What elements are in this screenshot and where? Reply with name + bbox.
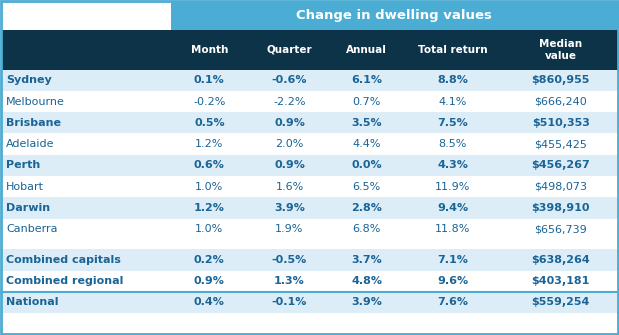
- Text: Hobart: Hobart: [6, 182, 44, 192]
- Text: 9.6%: 9.6%: [437, 276, 469, 286]
- Text: 3.9%: 3.9%: [351, 297, 382, 308]
- Text: 0.1%: 0.1%: [194, 75, 225, 85]
- Text: 1.2%: 1.2%: [194, 203, 225, 213]
- Text: Canberra: Canberra: [6, 224, 58, 234]
- Text: 1.9%: 1.9%: [275, 224, 304, 234]
- Text: Combined capitals: Combined capitals: [6, 255, 121, 265]
- Text: 4.3%: 4.3%: [438, 160, 469, 171]
- Text: 0.9%: 0.9%: [274, 118, 305, 128]
- Text: $638,264: $638,264: [531, 255, 590, 265]
- Text: -0.1%: -0.1%: [272, 297, 307, 308]
- Text: $666,240: $666,240: [534, 96, 587, 107]
- Text: 8.5%: 8.5%: [439, 139, 467, 149]
- Bar: [1, 249, 618, 271]
- Text: Melbourne: Melbourne: [6, 96, 65, 107]
- Text: 4.1%: 4.1%: [439, 96, 467, 107]
- Text: 0.9%: 0.9%: [194, 276, 225, 286]
- Text: Sydney: Sydney: [6, 75, 52, 85]
- Text: 0.4%: 0.4%: [194, 297, 225, 308]
- Text: National: National: [6, 297, 59, 308]
- Text: 11.9%: 11.9%: [435, 182, 470, 192]
- Text: 3.5%: 3.5%: [351, 118, 382, 128]
- Text: $860,955: $860,955: [532, 75, 590, 85]
- Text: 0.7%: 0.7%: [352, 96, 381, 107]
- Text: -0.2%: -0.2%: [193, 96, 225, 107]
- Text: 0.5%: 0.5%: [194, 118, 225, 128]
- Bar: [1, 112, 618, 133]
- Text: 7.5%: 7.5%: [438, 118, 468, 128]
- Bar: [1, 155, 618, 176]
- Text: 7.6%: 7.6%: [438, 297, 469, 308]
- Bar: [1, 197, 618, 218]
- Bar: [1, 240, 618, 249]
- Text: 11.8%: 11.8%: [435, 224, 470, 234]
- Text: $403,181: $403,181: [532, 276, 590, 286]
- Text: 1.6%: 1.6%: [275, 182, 303, 192]
- Text: 0.0%: 0.0%: [351, 160, 382, 171]
- Text: $656,739: $656,739: [534, 224, 587, 234]
- Text: 4.4%: 4.4%: [352, 139, 381, 149]
- Bar: [1, 176, 618, 197]
- Bar: [1, 91, 618, 112]
- Text: Median
value: Median value: [539, 39, 582, 61]
- Text: -2.2%: -2.2%: [273, 96, 306, 107]
- Text: 1.0%: 1.0%: [195, 182, 223, 192]
- Bar: [1, 30, 618, 70]
- Text: 6.8%: 6.8%: [352, 224, 381, 234]
- Text: 2.0%: 2.0%: [275, 139, 304, 149]
- Text: -0.5%: -0.5%: [272, 255, 307, 265]
- Text: 4.8%: 4.8%: [351, 276, 382, 286]
- Text: 7.1%: 7.1%: [438, 255, 469, 265]
- Text: 6.1%: 6.1%: [351, 75, 382, 85]
- Text: 0.9%: 0.9%: [274, 160, 305, 171]
- Text: Adelaide: Adelaide: [6, 139, 54, 149]
- Text: $456,267: $456,267: [531, 160, 590, 171]
- Text: Combined regional: Combined regional: [6, 276, 124, 286]
- Text: $498,073: $498,073: [534, 182, 587, 192]
- Bar: [1, 292, 618, 313]
- Text: 1.3%: 1.3%: [274, 276, 305, 286]
- Text: Brisbane: Brisbane: [6, 118, 61, 128]
- Text: 1.0%: 1.0%: [195, 224, 223, 234]
- Text: $559,254: $559,254: [532, 297, 590, 308]
- Text: 3.9%: 3.9%: [274, 203, 305, 213]
- Text: Darwin: Darwin: [6, 203, 50, 213]
- Text: Month: Month: [191, 45, 228, 55]
- Text: 6.5%: 6.5%: [352, 182, 381, 192]
- Text: 0.6%: 0.6%: [194, 160, 225, 171]
- Bar: [1, 70, 618, 91]
- Text: 9.4%: 9.4%: [437, 203, 469, 213]
- Text: $510,353: $510,353: [532, 118, 590, 128]
- Text: 3.7%: 3.7%: [351, 255, 382, 265]
- Text: $455,425: $455,425: [534, 139, 587, 149]
- Bar: [1, 271, 618, 292]
- Text: -0.6%: -0.6%: [272, 75, 307, 85]
- Text: 0.2%: 0.2%: [194, 255, 225, 265]
- Text: Annual: Annual: [346, 45, 387, 55]
- Text: 8.8%: 8.8%: [438, 75, 469, 85]
- Text: $398,910: $398,910: [532, 203, 590, 213]
- Text: Perth: Perth: [6, 160, 40, 171]
- Text: 2.8%: 2.8%: [351, 203, 382, 213]
- Bar: [171, 1, 618, 30]
- Text: Quarter: Quarter: [267, 45, 312, 55]
- Bar: [1, 218, 618, 240]
- Text: Total return: Total return: [418, 45, 488, 55]
- Text: 1.2%: 1.2%: [195, 139, 223, 149]
- Bar: [1, 133, 618, 155]
- Text: Change in dwelling values: Change in dwelling values: [297, 9, 492, 22]
